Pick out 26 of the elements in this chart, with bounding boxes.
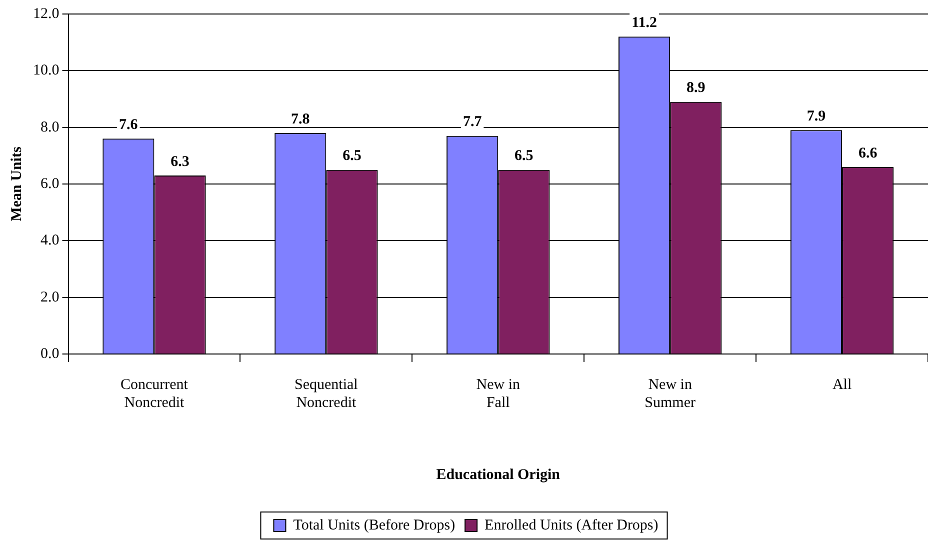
data-label: 7.9 — [806, 108, 826, 125]
data-label: 6.5 — [342, 148, 362, 164]
data-label: 7.8 — [291, 111, 310, 128]
x-tick-label: New in Summer — [644, 376, 696, 411]
y-tick-label: 4.0 — [40, 232, 60, 249]
y-tick-label: 8.0 — [40, 119, 60, 136]
y-tick-label: 12.0 — [33, 6, 60, 22]
data-label: 6.6 — [858, 145, 878, 162]
data-label: 11.2 — [632, 15, 657, 32]
data-label: 6.3 — [170, 154, 190, 170]
x-tick-label: Sequential Noncredit — [294, 376, 358, 411]
data-label: 6.5 — [514, 148, 534, 164]
legend-label: Enrolled Units (After Drops) — [484, 517, 658, 534]
x-tick-label: All — [832, 376, 852, 393]
data-label: 7.6 — [119, 117, 138, 134]
data-label: 7.7 — [462, 114, 482, 130]
x-axis-title: Educational Origin — [436, 466, 561, 483]
x-tick-label: New in Fall — [476, 376, 520, 411]
y-tick-label: 10.0 — [33, 62, 60, 79]
y-axis-title: Mean Units — [8, 146, 25, 222]
y-tick-label: 6.0 — [40, 176, 60, 192]
data-label: 8.9 — [686, 80, 706, 96]
y-tick-label: 2.0 — [40, 289, 60, 306]
legend-label: Total Units (Before Drops) — [293, 517, 456, 534]
x-tick-label: Concurrent Noncredit — [120, 376, 189, 411]
y-tick-label: 0.0 — [40, 346, 60, 362]
